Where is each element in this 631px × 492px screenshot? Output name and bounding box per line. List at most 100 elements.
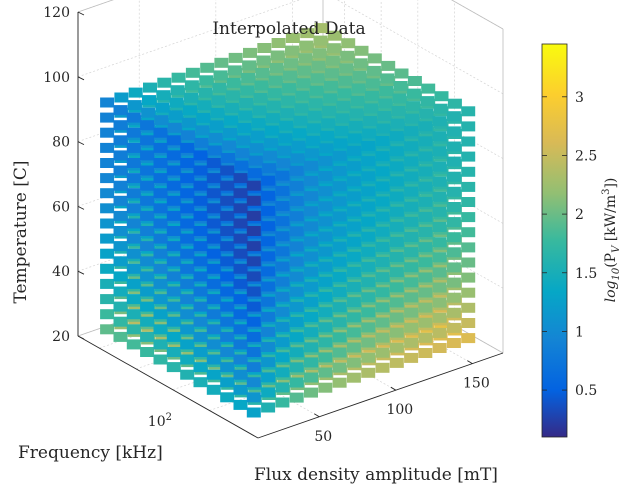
data-point [281, 95, 296, 106]
data-point [318, 337, 333, 348]
data-point [404, 171, 419, 182]
data-point [289, 301, 304, 312]
data-point [113, 165, 128, 176]
z-tick-label: 120 [43, 5, 70, 21]
data-point [233, 354, 248, 365]
data-point [233, 278, 248, 289]
data-point [171, 72, 186, 83]
data-point [461, 151, 476, 162]
data-point [418, 227, 433, 237]
x-tick-label: 150 [463, 376, 490, 392]
data-point [180, 248, 195, 259]
data-point [261, 342, 276, 352]
data-point [346, 312, 361, 323]
data-point [392, 93, 407, 104]
data-point [304, 312, 318, 322]
data-point [275, 367, 290, 378]
data-point [277, 145, 292, 156]
data-point [166, 301, 181, 312]
data-point [126, 203, 141, 214]
data-point [246, 377, 261, 388]
data-point [404, 322, 419, 333]
data-point [265, 113, 280, 124]
data-point [193, 362, 208, 373]
data-point [432, 161, 447, 172]
data-point [126, 173, 141, 184]
data-point [126, 248, 141, 259]
data-point [389, 161, 404, 172]
data-point [346, 176, 361, 187]
data-point [140, 226, 155, 236]
data-point [318, 246, 333, 257]
data-point [332, 226, 347, 237]
data-point [418, 121, 433, 132]
data-point [153, 218, 168, 229]
data-point [434, 91, 449, 102]
data-point [419, 108, 434, 119]
data-point [346, 342, 361, 353]
data-point [361, 171, 376, 182]
data-point [241, 73, 256, 83]
data-point [126, 158, 141, 168]
data-point [247, 168, 262, 179]
data-point [332, 256, 347, 267]
data-point [432, 237, 447, 248]
data-point [389, 267, 404, 278]
data-point [337, 88, 352, 99]
data-point [446, 247, 461, 258]
data-point [375, 196, 390, 207]
data-point [126, 127, 141, 138]
data-point [193, 256, 208, 267]
data-point [228, 52, 243, 63]
data-point [404, 277, 419, 288]
data-point [391, 106, 406, 116]
data-point [294, 103, 309, 114]
data-point [282, 83, 297, 94]
data-point [461, 227, 476, 238]
z-tick-label: 40 [52, 264, 70, 280]
data-point [304, 357, 318, 368]
x-axis-label: Flux density amplitude [mT] [254, 465, 498, 485]
data-point [100, 173, 115, 184]
x-tick-label: 100 [386, 402, 413, 418]
data-point [389, 146, 404, 157]
data-point [361, 141, 376, 151]
data-point [332, 271, 347, 282]
data-point [421, 83, 436, 94]
data-point [332, 241, 347, 252]
data-point [140, 195, 155, 206]
data-point [381, 60, 396, 71]
data-point [321, 118, 336, 129]
data-point [346, 297, 361, 308]
data-point [166, 180, 181, 191]
data-point [332, 362, 347, 373]
data-point [318, 216, 333, 227]
data-point [405, 113, 419, 124]
data-point [220, 362, 235, 373]
data-point [166, 316, 181, 327]
data-point [375, 362, 390, 373]
data-point [289, 180, 304, 191]
data-point [461, 318, 476, 328]
data-point [404, 216, 419, 227]
data-point [184, 92, 198, 103]
data-point [211, 95, 226, 106]
data-point [308, 98, 323, 109]
data-point [100, 142, 115, 153]
data-point [432, 191, 447, 202]
data-point [304, 372, 318, 383]
data-point [113, 256, 128, 267]
data-point [446, 217, 461, 228]
data-point [432, 327, 447, 338]
data-point [248, 155, 263, 166]
data-point [126, 294, 141, 305]
data-point [180, 188, 195, 199]
data-point [376, 123, 391, 134]
data-point [239, 98, 254, 108]
data-point [262, 163, 277, 174]
data-point [275, 397, 290, 408]
data-point [289, 286, 304, 297]
data-point [242, 60, 257, 71]
data-point [361, 307, 376, 318]
data-point [361, 261, 376, 272]
